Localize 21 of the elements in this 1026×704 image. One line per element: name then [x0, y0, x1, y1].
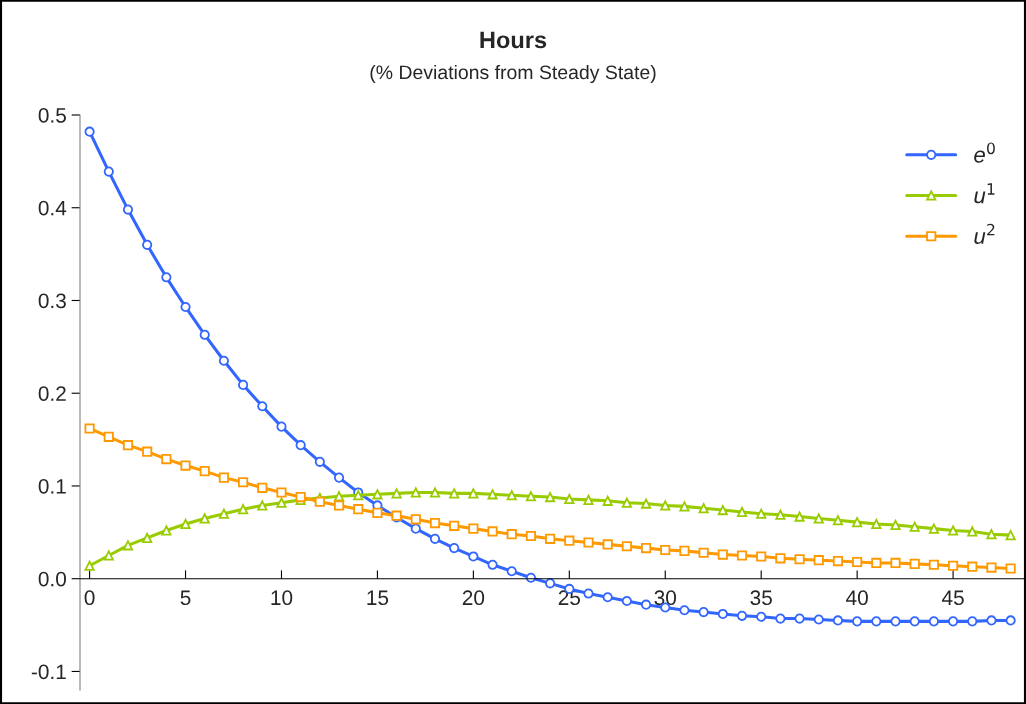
- y-tick-label: 0.4: [38, 200, 67, 216]
- y-tick-label: 0.5: [38, 108, 66, 123]
- x-tick-label: 20: [462, 590, 485, 606]
- x-tick-label: 40: [846, 590, 868, 606]
- x-tick-label: 10: [271, 590, 293, 606]
- chart-title: Hours: [480, 31, 547, 49]
- x-tick-label: 30: [654, 590, 677, 606]
- legend-label: u$^{1}$: [974, 183, 995, 204]
- y-tick-label: 0.1: [38, 478, 66, 494]
- legend-label: u$^{2}$: [974, 223, 995, 245]
- x-tick-label: 0: [84, 590, 95, 606]
- y-tick-label: -0.1: [31, 664, 66, 680]
- y-tick-label: 0.2: [38, 386, 66, 401]
- x-tick-label: 35: [750, 590, 772, 606]
- x-tick-label: 5: [180, 590, 191, 606]
- legend-label: e$^{0}$: [974, 142, 995, 163]
- x-tick-label: 45: [941, 590, 964, 606]
- chart-subtitle: (% Deviations from Steady State): [370, 64, 656, 84]
- x-tick-label: 15: [367, 590, 389, 606]
- y-tick-label: 0.3: [38, 293, 66, 309]
- y-tick-label: 0.0: [38, 571, 66, 587]
